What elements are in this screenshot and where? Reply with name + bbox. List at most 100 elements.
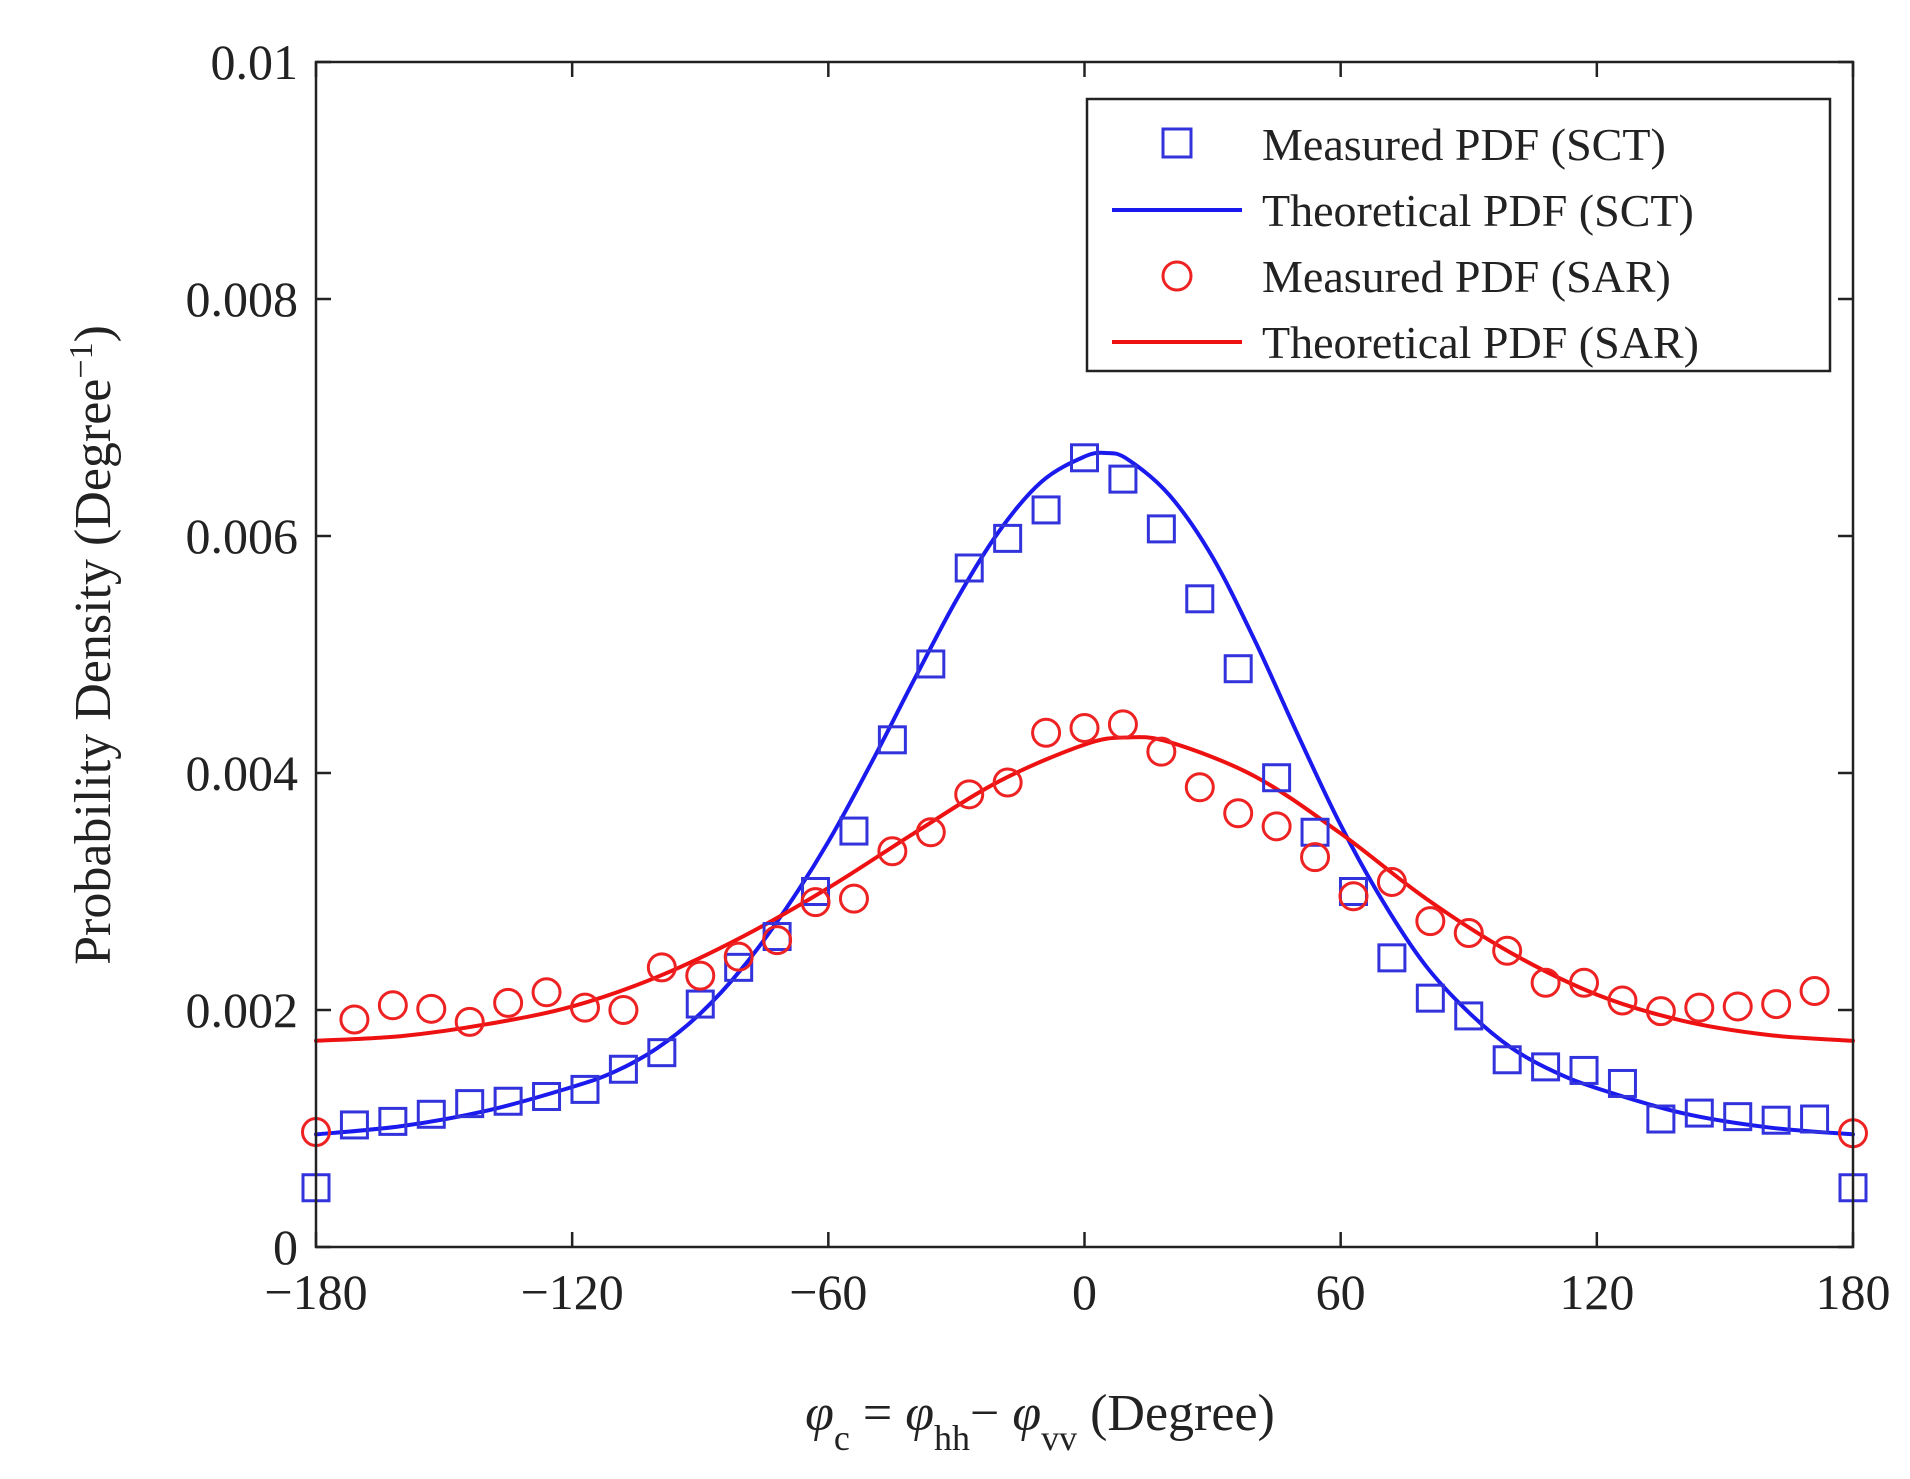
legend-label-measured-sct: Measured PDF (SCT) (1262, 119, 1666, 170)
marker-measured-pdf-sct (1531, 1052, 1561, 1082)
marker-measured-pdf-sct (378, 1106, 408, 1136)
y-axis-label-main: Probability Density (Degree (65, 379, 122, 965)
x-tick-label: −60 (789, 1264, 867, 1320)
series-line-theoretical-pdf-sar (314, 735, 1855, 1043)
x-tick-label: 0 (1072, 1264, 1097, 1320)
marker-measured-pdf-sct (1684, 1098, 1714, 1128)
marker-measured-pdf-sar (1031, 717, 1062, 748)
legend: Measured PDF (SCT) Theoretical PDF (SCT)… (1085, 97, 1832, 373)
x-label-minus: − (970, 1385, 1012, 1442)
marker-measured-pdf-sct (532, 1082, 562, 1112)
y-axis-label-exponent: −1 (63, 342, 100, 378)
marker-measured-pdf-sar (1530, 967, 1561, 998)
marker-measured-pdf-sar (1261, 811, 1292, 842)
marker-measured-pdf-sct (1185, 584, 1215, 614)
marker-measured-pdf-sar (1069, 712, 1100, 743)
marker-measured-pdf-sct (954, 553, 984, 583)
marker-measured-pdf-sct (1454, 1001, 1484, 1031)
marker-measured-pdf-sar (1684, 992, 1715, 1023)
marker-measured-pdf-sar (915, 817, 946, 848)
marker-measured-pdf-sar (800, 887, 831, 918)
x-tick-label: 180 (1816, 1264, 1891, 1320)
marker-measured-pdf-sar (838, 883, 869, 914)
x-label-sub-hh: hh (934, 1418, 970, 1458)
marker-measured-pdf-sct (1146, 514, 1176, 544)
marker-measured-pdf-sar (1223, 798, 1254, 829)
marker-measured-pdf-sct (493, 1086, 523, 1116)
marker-measured-pdf-sct (1723, 1102, 1753, 1132)
marker-measured-pdf-sct (339, 1110, 369, 1140)
marker-measured-pdf-sar (608, 995, 639, 1025)
marker-measured-pdf-sct (877, 725, 907, 755)
x-label-phi-hh: φ (905, 1385, 934, 1442)
marker-measured-pdf-sar (685, 960, 716, 991)
legend-label-theoretical-sct: Theoretical PDF (SCT) (1262, 185, 1694, 236)
x-label-phi-vv: φ (1012, 1385, 1041, 1442)
marker-measured-pdf-sar (1184, 772, 1215, 803)
x-tick-label: −120 (521, 1264, 624, 1320)
marker-measured-pdf-sct (1607, 1068, 1637, 1098)
x-axis-label: φc = φhh− φvv (Degree) (805, 1385, 1275, 1458)
marker-measured-pdf-sct (570, 1074, 600, 1104)
marker-measured-pdf-sar (1722, 991, 1753, 1022)
y-tick-label: 0 (273, 1219, 298, 1275)
marker-measured-pdf-sar (339, 1004, 370, 1035)
marker-measured-pdf-sar (992, 767, 1023, 798)
marker-measured-pdf-sar (762, 925, 793, 956)
marker-measured-pdf-sct (1415, 983, 1445, 1013)
marker-measured-pdf-sar (877, 836, 908, 867)
x-label-unit: (Degree) (1077, 1385, 1275, 1442)
marker-measured-pdf-sar (954, 779, 985, 810)
marker-measured-pdf-sct (1761, 1105, 1791, 1135)
marker-measured-pdf-sar (1300, 842, 1331, 873)
marker-measured-pdf-sct (1223, 654, 1253, 684)
marker-measured-pdf-sct (724, 952, 754, 982)
axes-layer: −180 −120 −60 0 60 120 180 0 0.002 0.004 0.006 0.00… (186, 34, 1891, 1320)
marker-measured-pdf-sct (1377, 943, 1407, 973)
marker-measured-pdf-sar (1569, 967, 1600, 998)
x-tick-label: 60 (1316, 1264, 1366, 1320)
marker-measured-pdf-sar (493, 987, 524, 1018)
marker-measured-pdf-sar (723, 941, 754, 972)
marker-measured-pdf-sar (1146, 736, 1177, 767)
marker-measured-pdf-sar (531, 977, 562, 1008)
marker-measured-pdf-sct (1300, 817, 1330, 847)
x-label-equals: = (850, 1385, 905, 1442)
y-tick-label: 0.01 (211, 34, 299, 90)
marker-measured-pdf-sar (1799, 976, 1830, 1007)
y-axis-label: Probability Density (Degree−1) (63, 325, 123, 965)
marker-measured-pdf-sar (1453, 917, 1484, 948)
marker-measured-pdf-sct (1070, 443, 1099, 473)
plot-layer (301, 443, 1868, 1203)
marker-measured-pdf-sar (1415, 906, 1446, 937)
marker-measured-pdf-sct (1492, 1045, 1522, 1075)
marker-measured-pdf-sct (993, 523, 1023, 553)
y-tick-label: 0.008 (186, 271, 299, 327)
marker-measured-pdf-sar (1338, 881, 1369, 912)
y-tick-label: 0.004 (186, 745, 299, 801)
marker-measured-pdf-sct (608, 1054, 638, 1084)
x-tick-label: 120 (1559, 1264, 1634, 1320)
marker-measured-pdf-sar (454, 1006, 485, 1037)
marker-measured-pdf-sct (839, 816, 869, 846)
y-axis-label-close: ) (65, 325, 122, 342)
marker-measured-pdf-sct (416, 1099, 446, 1129)
marker-measured-pdf-sar (1376, 867, 1407, 898)
marker-measured-pdf-sar (416, 993, 447, 1024)
legend-box (1085, 97, 1832, 373)
marker-measured-pdf-sar (1492, 935, 1523, 966)
marker-measured-pdf-sct (1031, 495, 1061, 525)
marker-measured-pdf-sar (569, 992, 600, 1023)
marker-measured-pdf-sct (685, 989, 715, 1019)
marker-measured-pdf-sar (1607, 985, 1638, 1016)
x-tick-label: −180 (264, 1264, 367, 1320)
y-tick-label: 0.002 (186, 982, 299, 1038)
marker-measured-pdf-sar (1645, 996, 1676, 1027)
x-label-sub-c: c (834, 1418, 850, 1458)
x-label-phi-c: φ (805, 1385, 834, 1442)
marker-measured-pdf-sct (916, 649, 946, 679)
legend-marker-measured-sct (1161, 127, 1193, 159)
marker-measured-pdf-sct (801, 877, 831, 906)
marker-measured-pdf-sct (1569, 1055, 1599, 1085)
